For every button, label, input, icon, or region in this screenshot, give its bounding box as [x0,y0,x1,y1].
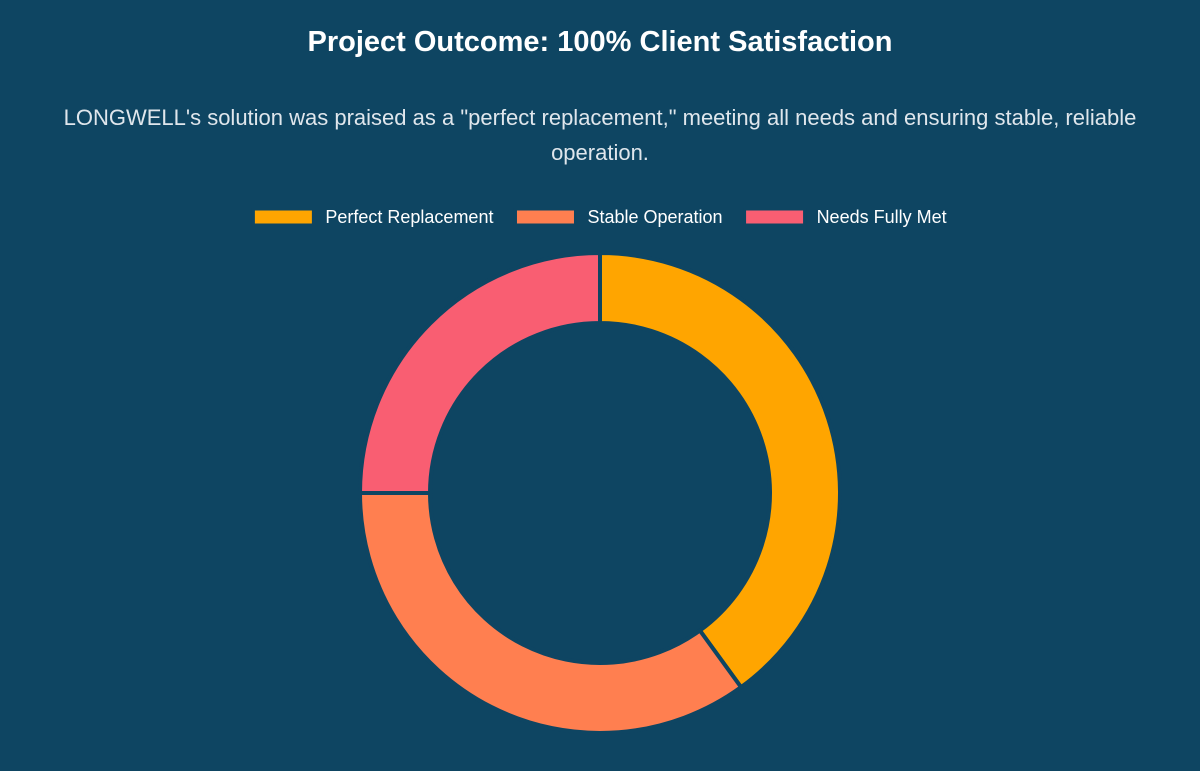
legend-swatch [743,207,807,227]
legend-label: Stable Operation [587,207,722,227]
chart-title: Project Outcome: 100% Client Satisfactio… [307,26,893,58]
chart-subtitle: LONGWELL's solution was praised as a "pe… [63,105,1137,165]
legend-swatch [513,207,577,227]
doughnut-slice [357,250,602,495]
legend-swatch [251,207,315,227]
doughnut-slice [598,250,842,690]
legend-label: Perfect Replacement [325,207,493,227]
doughnut-slice [357,491,744,735]
legend-label: Needs Fully Met [817,207,947,227]
